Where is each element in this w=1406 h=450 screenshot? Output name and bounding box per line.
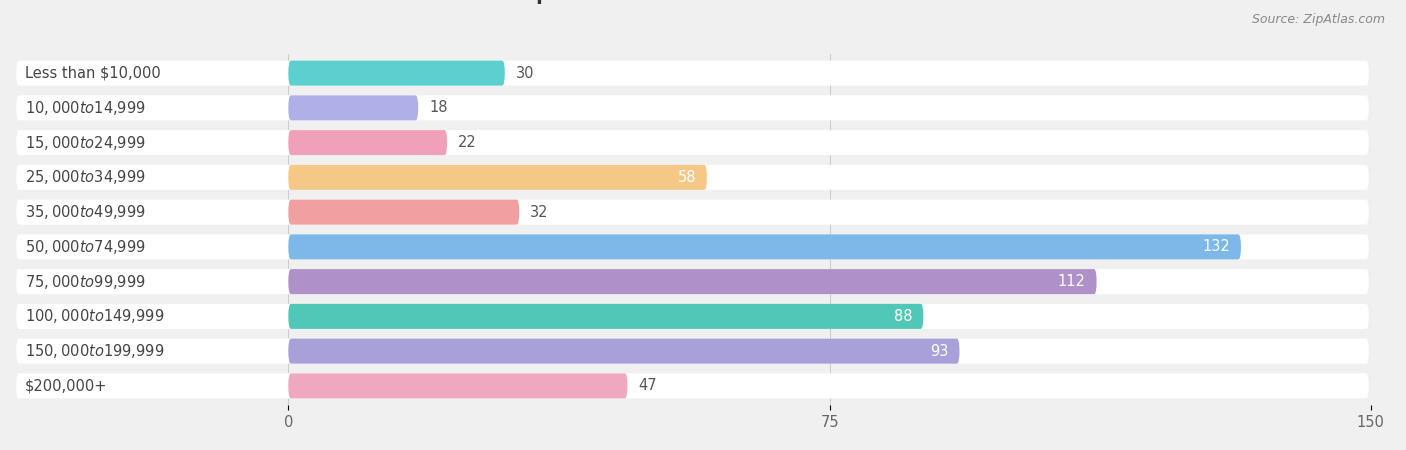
Text: Source: ZipAtlas.com: Source: ZipAtlas.com [1251, 14, 1385, 27]
FancyBboxPatch shape [17, 304, 1368, 329]
FancyBboxPatch shape [17, 95, 1368, 121]
Text: $150,000 to $199,999: $150,000 to $199,999 [25, 342, 165, 360]
FancyBboxPatch shape [17, 374, 1368, 398]
Text: $75,000 to $99,999: $75,000 to $99,999 [25, 273, 146, 291]
Text: 88: 88 [894, 309, 912, 324]
Text: $200,000+: $200,000+ [25, 378, 107, 393]
Text: 18: 18 [429, 100, 447, 115]
FancyBboxPatch shape [288, 130, 447, 155]
FancyBboxPatch shape [288, 374, 627, 398]
Text: $35,000 to $49,999: $35,000 to $49,999 [25, 203, 146, 221]
Text: 22: 22 [458, 135, 477, 150]
Text: 112: 112 [1057, 274, 1085, 289]
FancyBboxPatch shape [288, 61, 505, 86]
Text: 32: 32 [530, 205, 548, 220]
Text: $100,000 to $149,999: $100,000 to $149,999 [25, 307, 165, 325]
Text: $50,000 to $74,999: $50,000 to $74,999 [25, 238, 146, 256]
FancyBboxPatch shape [288, 269, 1097, 294]
FancyBboxPatch shape [17, 165, 1368, 190]
Text: $10,000 to $14,999: $10,000 to $14,999 [25, 99, 146, 117]
FancyBboxPatch shape [17, 61, 1368, 86]
FancyBboxPatch shape [288, 95, 418, 121]
Text: Household Income Brackets in Zip Code 55710: Household Income Brackets in Zip Code 55… [176, 0, 686, 4]
FancyBboxPatch shape [17, 200, 1368, 225]
Text: 47: 47 [638, 378, 657, 393]
Text: 58: 58 [678, 170, 696, 185]
Text: Less than $10,000: Less than $10,000 [25, 66, 160, 81]
FancyBboxPatch shape [288, 234, 1241, 259]
FancyBboxPatch shape [17, 130, 1368, 155]
Text: $25,000 to $34,999: $25,000 to $34,999 [25, 168, 146, 186]
FancyBboxPatch shape [17, 234, 1368, 259]
FancyBboxPatch shape [17, 338, 1368, 364]
Text: 132: 132 [1202, 239, 1230, 254]
FancyBboxPatch shape [288, 304, 924, 329]
FancyBboxPatch shape [288, 165, 707, 190]
FancyBboxPatch shape [288, 338, 959, 364]
Text: $15,000 to $24,999: $15,000 to $24,999 [25, 134, 146, 152]
FancyBboxPatch shape [288, 200, 519, 225]
Text: 93: 93 [931, 344, 949, 359]
Text: 30: 30 [516, 66, 534, 81]
FancyBboxPatch shape [17, 269, 1368, 294]
